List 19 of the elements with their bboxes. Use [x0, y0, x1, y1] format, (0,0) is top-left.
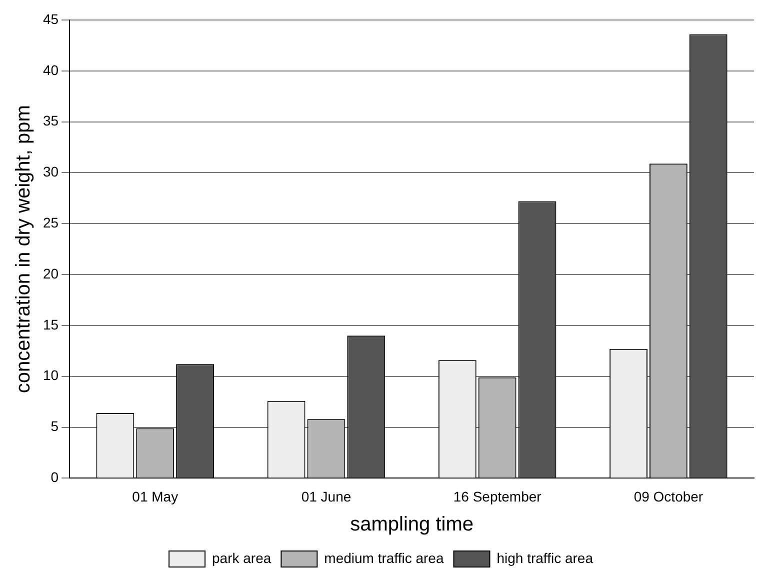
x-tick-label: 09 October: [634, 488, 704, 504]
x-axis-title: sampling time: [350, 514, 474, 536]
x-tick-label: 16 September: [453, 488, 542, 504]
y-tick-label: 35: [42, 112, 59, 129]
y-tick-label: 30: [42, 164, 59, 180]
y-tick-label: 0: [50, 469, 59, 486]
legend-label: park area: [212, 550, 272, 566]
legend-label: medium traffic area: [324, 550, 444, 566]
y-tick-label: 40: [42, 62, 59, 78]
y-tick-label: 15: [42, 316, 59, 332]
x-tick-label: 01 June: [301, 488, 352, 504]
y-tick-label: 5: [50, 418, 59, 434]
y-tick-label: 20: [42, 265, 59, 282]
y-tick-label: 45: [42, 10, 59, 27]
y-tick-label: 25: [42, 214, 59, 231]
legend-label: high traffic area: [496, 550, 594, 566]
x-tick-label: 01 May: [132, 488, 178, 504]
y-axis-title: concentration in dry weight, ppm: [12, 105, 35, 394]
y-tick-label: 10: [42, 367, 59, 384]
